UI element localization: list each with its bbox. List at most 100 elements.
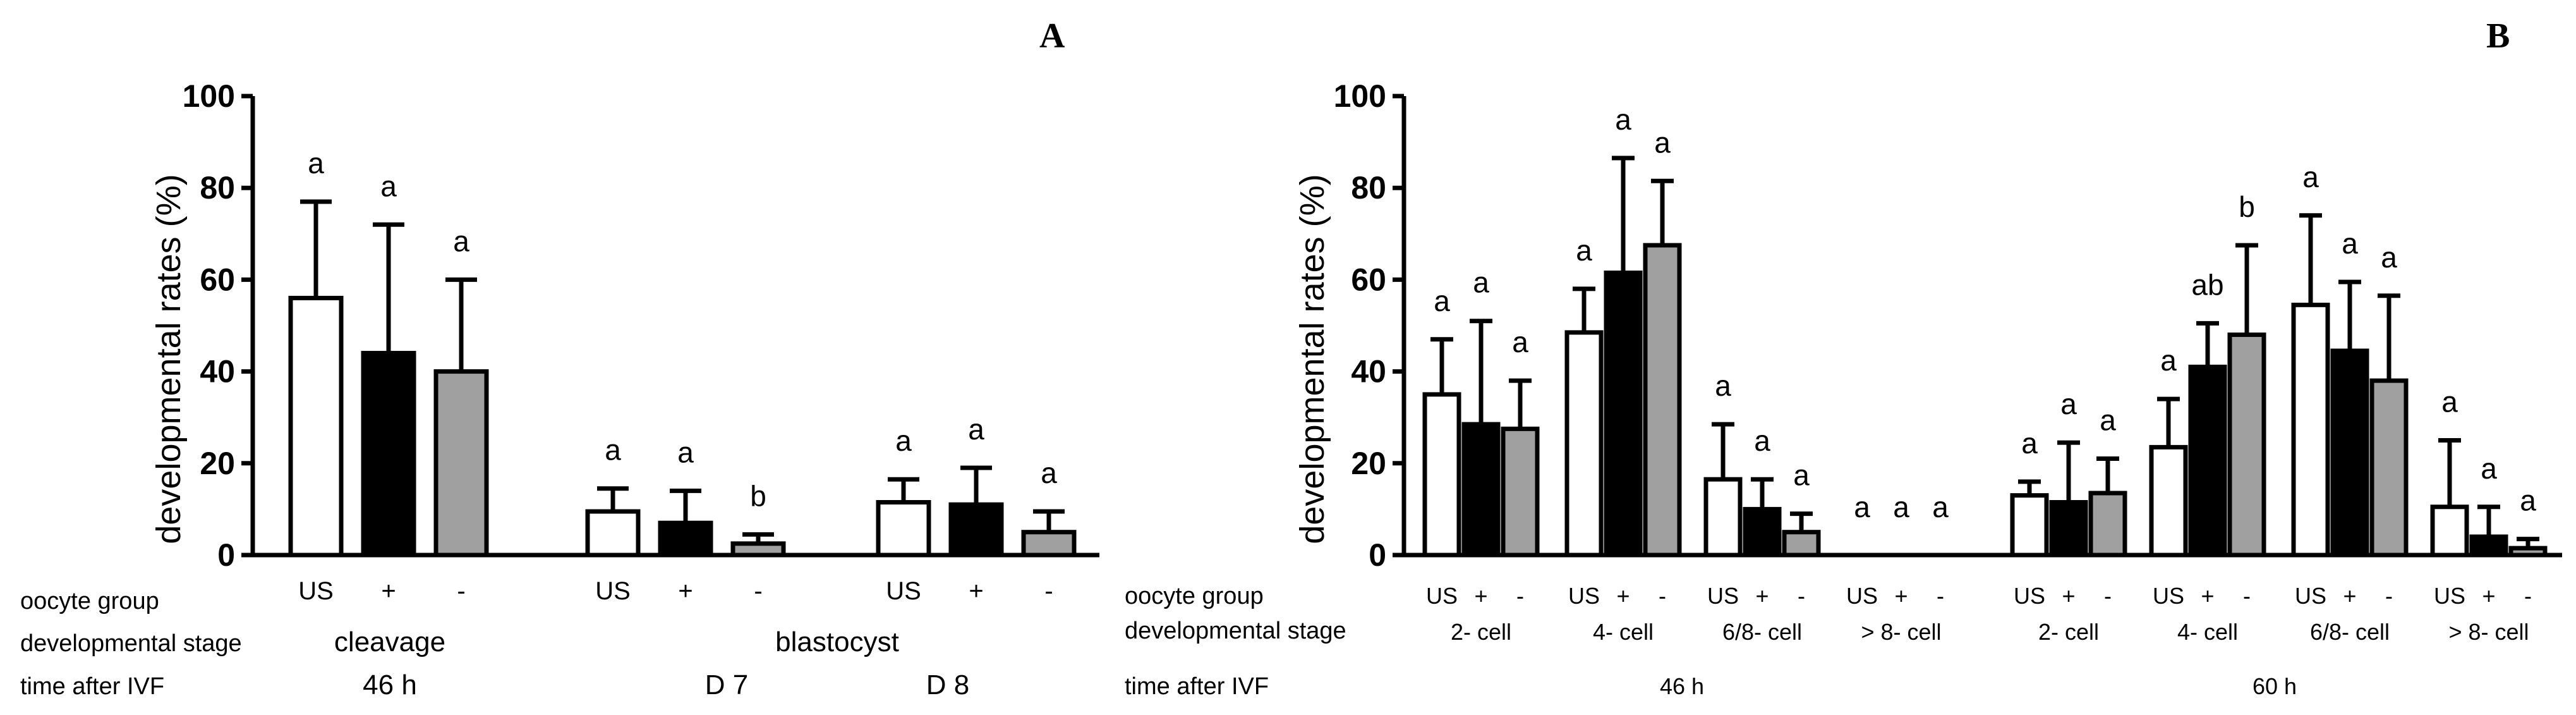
panel-b-bar — [1743, 506, 1782, 558]
panel-b-significance-label: a — [1512, 326, 1528, 358]
panel-a-stage-cleavage: cleavage — [334, 626, 445, 657]
panel-b-time-46h: 46 h — [1660, 673, 1704, 699]
panel-b-stage-label: 6/8- cell — [1722, 619, 1802, 645]
panel-b-row-label-oocyte-group: oocyte group — [1125, 583, 1264, 609]
panel-a-oocyte-group-label: + — [381, 577, 396, 605]
panel-b-bar — [2049, 500, 2088, 558]
panel-b-significance-label: a — [2520, 484, 2536, 517]
panel-a-time-d7: D 7 — [705, 669, 748, 700]
panel-a-y-tick-label: 80 — [200, 170, 235, 205]
panel-b-bar — [1782, 530, 1821, 558]
panel-b-stage-label: > 8- cell — [2448, 619, 2529, 645]
panel-b-bar — [2010, 493, 2049, 558]
panel-b-significance-label: a — [1715, 369, 1731, 402]
panel-b-significance-label: a — [1854, 491, 1870, 523]
panel-b-significance-label: a — [1932, 491, 1949, 523]
panel-a-oocyte-group-label: - — [1044, 577, 1053, 605]
panel-a-significance-label: a — [968, 413, 984, 446]
panel-label-b: B — [2486, 16, 2510, 56]
panel-a-time-46h: 46 h — [363, 669, 417, 700]
panel-a-oocyte-group-label: US — [886, 577, 921, 605]
panel-b-significance-label: ab — [2191, 268, 2223, 301]
panel-b-bar — [1564, 330, 1604, 558]
panel-b-significance-label: a — [1434, 284, 1450, 317]
panel-a-bar — [876, 500, 931, 558]
panel-b-bar — [2369, 378, 2409, 558]
panel-b-oocyte-group-label: + — [1755, 583, 1769, 609]
panel-b-oocyte-group-label: - — [2243, 583, 2251, 609]
panel-a-significance-label: a — [677, 436, 694, 468]
panel-b-oocyte-group-label: US — [1426, 583, 1458, 609]
panel-b-oocyte-group-label: + — [2201, 583, 2214, 609]
panel-a-y-tick-label: 40 — [200, 354, 235, 389]
panel-a-significance-label: a — [605, 434, 621, 467]
panel-a-significance-label: b — [750, 479, 766, 512]
panel-b-oocyte-group-label: US — [1568, 583, 1600, 609]
panel-a-bar — [948, 502, 1004, 558]
panel-b-y-tick-label: 100 — [1334, 78, 1386, 114]
panel-a-y-tick-label: 100 — [183, 78, 235, 114]
panel-b-stage-label: 2- cell — [1451, 619, 1511, 645]
panel-b-significance-label: a — [1615, 103, 1631, 136]
panel-b-oocyte-group-label: US — [1846, 583, 1878, 609]
panel-a-bar — [288, 295, 344, 558]
panel-b-oocyte-group-label: - — [2524, 583, 2532, 609]
panel-a-y-tick-label: 0 — [217, 537, 235, 573]
panel-a-significance-label: a — [308, 147, 324, 180]
panel-a-y-tick-label: 20 — [200, 446, 235, 481]
panel-b-oocyte-group-label: US — [2153, 583, 2184, 609]
panel-b-significance-label: a — [2021, 427, 2038, 460]
panel-b-significance-label: a — [2481, 452, 2497, 485]
panel-a-significance-label: a — [380, 169, 397, 202]
panel-b-oocyte-group-label: - — [2385, 583, 2393, 609]
panel-a-bar — [730, 541, 786, 558]
panel-b-oocyte-group-label: US — [2434, 583, 2465, 609]
panel-b-significance-label: a — [2160, 344, 2177, 377]
panel-b-time-60h: 60 h — [2252, 673, 2297, 699]
panel-a-oocyte-group-label: US — [298, 577, 334, 605]
panel-a-oocyte-group-label: + — [969, 577, 983, 605]
panel-b-significance-label: a — [2441, 386, 2458, 419]
panel-b-oocyte-group-label: - — [1937, 583, 1944, 609]
panel-b-y-axis-label: developmental rates (%) — [1293, 174, 1331, 544]
panel-b-significance-label: a — [1893, 491, 1909, 523]
panel-b-oocyte-group-label: - — [1516, 583, 1524, 609]
panel-a-y-axis-label: developmental rates (%) — [150, 174, 188, 544]
panel-b-bar — [2227, 333, 2266, 558]
panel-b-bar — [1422, 392, 1461, 558]
panel-b-bar — [2469, 534, 2508, 558]
panel-b-oocyte-group-label: - — [1659, 583, 1666, 609]
panel-b-bar — [1501, 426, 1540, 558]
panel-a-time-d8: D 8 — [926, 669, 969, 700]
panel-b-stage-label: 6/8- cell — [2310, 619, 2390, 645]
panel-b-significance-label: a — [1473, 266, 1489, 299]
panel-b-bar — [2330, 348, 2369, 558]
panel-a-oocyte-group-label: - — [457, 577, 465, 605]
panel-b-significance-label: a — [2100, 404, 2116, 437]
panel-a-chart: developmental rates (%) 0 20 40 60 80 100 a US… — [150, 78, 1099, 605]
panel-b-stage-label: 4- cell — [1593, 619, 1654, 645]
panel-b-bar — [2088, 491, 2127, 558]
panel-b-significance-label: a — [2302, 161, 2319, 193]
panel-b-bar — [2508, 546, 2548, 558]
panel-b-oocyte-group-label: + — [2062, 583, 2075, 609]
panel-label-a: A — [1039, 16, 1065, 56]
panel-a-significance-label: a — [453, 224, 469, 257]
panel-a-bar — [361, 351, 416, 558]
panel-b-y-tick-label: 0 — [1369, 537, 1386, 573]
panel-b-bar — [2291, 302, 2330, 558]
panel-b-significance-label: a — [1576, 234, 1592, 267]
panel-b-bar — [1461, 422, 1501, 558]
panel-a-row-label-developmental-stage: developmental stage — [20, 630, 242, 657]
panel-a-bar — [658, 520, 713, 558]
panel-a-bar — [585, 509, 641, 558]
panel-a-oocyte-group-label: + — [678, 577, 692, 605]
panel-a-oocyte-group-label: - — [754, 577, 762, 605]
panel-a-row-label-oocyte-group: oocyte group — [20, 588, 159, 614]
panel-b-oocyte-group-label: - — [1798, 583, 1805, 609]
panel-b-significance-label: a — [2342, 227, 2358, 260]
panel-b-bar — [1604, 271, 1643, 558]
panel-b-bar — [2430, 504, 2469, 558]
panel-b-y-tick-label: 20 — [1351, 446, 1386, 481]
